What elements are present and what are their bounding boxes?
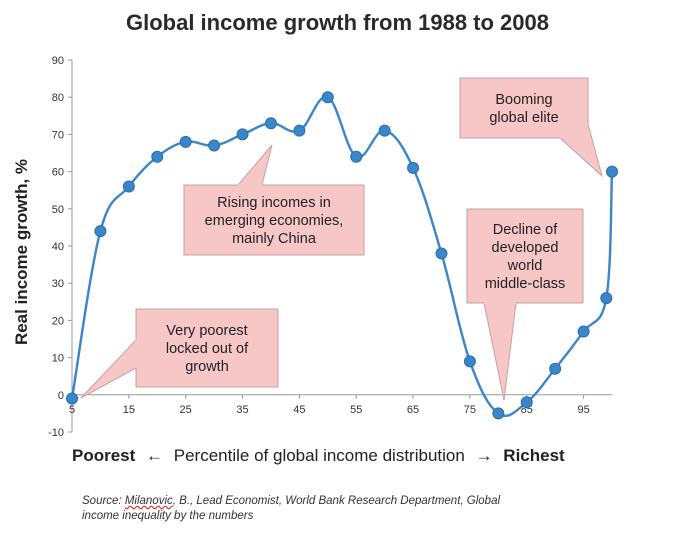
- y-tick-label: 0: [58, 390, 64, 402]
- x-axis-left-label: Poorest: [72, 446, 136, 465]
- x-tick-label: 35: [236, 404, 248, 416]
- callout-box-poorest: [135, 308, 279, 388]
- y-tick-label: -10: [48, 427, 64, 439]
- y-tick-label: 90: [52, 55, 64, 67]
- data-point: [179, 135, 192, 148]
- chart-title: Global income growth from 1988 to 2008: [126, 10, 549, 35]
- y-tick-label: 30: [52, 278, 64, 290]
- data-point: [208, 139, 221, 152]
- x-tick-label: 75: [464, 404, 476, 416]
- left-arrow-icon: ←: [146, 446, 164, 465]
- callouts-group: Very poorest locked out of growth Rising in…: [80, 77, 603, 401]
- data-point: [435, 247, 448, 260]
- callout-text-poorest: growth: [185, 359, 229, 375]
- data-point: [350, 150, 363, 163]
- data-point: [151, 150, 164, 163]
- x-axis-label: Poorest ← Percentile of global income di…: [72, 446, 565, 466]
- data-point: [321, 91, 334, 104]
- x-tick-label: 25: [180, 404, 192, 416]
- callout-text-poorest: Very poorest: [166, 323, 247, 339]
- x-tick-label: 45: [293, 404, 305, 416]
- data-point: [94, 225, 107, 238]
- series-group: [66, 91, 618, 420]
- data-point: [600, 292, 613, 305]
- x-tick-label: 95: [577, 404, 589, 416]
- callout-text-elite: global elite: [489, 110, 558, 126]
- y-tick-label: 60: [52, 167, 64, 179]
- callout-text-elite: Booming: [495, 92, 552, 108]
- right-arrow-icon: →: [475, 446, 493, 465]
- data-point: [606, 165, 618, 178]
- callout-box-elite: [459, 77, 589, 139]
- callout-text-poorest: locked out of: [166, 341, 249, 357]
- y-tick-label: 50: [52, 204, 64, 216]
- callout-pointer-rising: [236, 144, 273, 186]
- source-author: Milanovic: [124, 495, 173, 507]
- callout-text-decline: middle-class: [485, 276, 566, 292]
- data-point: [293, 124, 306, 137]
- callout-box-rising: [183, 184, 365, 256]
- data-point: [520, 396, 533, 409]
- callout-seam-elite: [559, 123, 589, 139]
- data-point: [407, 161, 420, 174]
- callout-text-decline: world: [507, 258, 543, 274]
- data-point: [236, 128, 249, 141]
- callout-pointer-poorest: [80, 338, 137, 399]
- callout-text-rising: mainly China: [232, 231, 317, 247]
- callout-text-decline: Decline of: [493, 222, 558, 238]
- data-point: [577, 325, 590, 338]
- x-axis-middle-label: Percentile of global income distribution: [173, 446, 465, 465]
- data-point: [122, 180, 135, 193]
- callout-pointer-decline: [483, 302, 517, 401]
- data-point: [549, 362, 562, 375]
- y-tick-label: 40: [52, 241, 64, 253]
- y-tick-label: 10: [52, 353, 64, 365]
- data-point: [378, 124, 391, 137]
- callout-text-rising: emerging economies,: [205, 213, 344, 229]
- callout-text-rising: Rising incomes in: [217, 195, 331, 211]
- data-point: [492, 407, 505, 420]
- source-prefix: Source:: [82, 495, 125, 507]
- source-note: Source: Milanovic, B., Lead Economist, W…: [82, 494, 582, 524]
- y-tick-label: 70: [52, 129, 64, 141]
- y-axis-label: Real income growth, %: [12, 158, 31, 346]
- x-tick-label: 55: [350, 404, 362, 416]
- source-rest: , B., Lead Economist, World Bank Researc…: [172, 495, 501, 507]
- callout-box-decline: [466, 208, 584, 304]
- x-tick-label: 5: [69, 404, 75, 416]
- x-axis-right-label: Richest: [503, 446, 565, 465]
- x-tick-label: 15: [123, 404, 135, 416]
- x-tick-label: 65: [407, 404, 419, 416]
- source-line2: income inequality by the numbers: [82, 510, 254, 522]
- data-point: [66, 392, 78, 405]
- callout-text-decline: developed: [492, 240, 559, 256]
- data-point: [463, 355, 476, 368]
- data-point: [264, 117, 277, 130]
- y-tick-label: 80: [52, 92, 64, 104]
- y-tick-label: 20: [52, 315, 64, 327]
